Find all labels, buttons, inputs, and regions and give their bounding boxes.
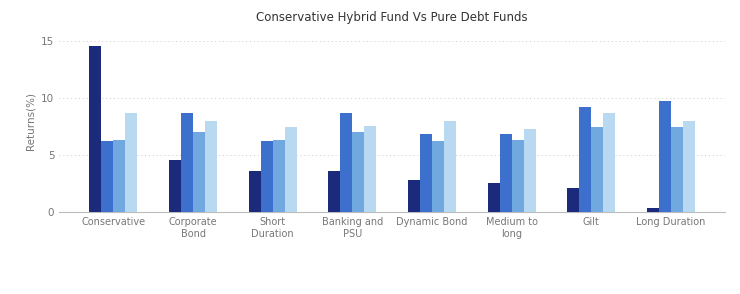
- Bar: [579, 107, 591, 212]
- Bar: [340, 113, 352, 212]
- Bar: [603, 113, 615, 212]
- Bar: [671, 127, 683, 212]
- Bar: [352, 132, 364, 212]
- Bar: [249, 171, 260, 212]
- Bar: [169, 161, 181, 212]
- Bar: [113, 140, 125, 212]
- Bar: [568, 188, 579, 212]
- Bar: [659, 101, 671, 212]
- Bar: [273, 140, 285, 212]
- Bar: [500, 134, 511, 212]
- Bar: [260, 141, 273, 212]
- Bar: [101, 141, 113, 212]
- Title: Conservative Hybrid Fund Vs Pure Debt Funds: Conservative Hybrid Fund Vs Pure Debt Fu…: [256, 11, 528, 24]
- Bar: [205, 121, 217, 212]
- Y-axis label: Returns(%): Returns(%): [26, 91, 36, 150]
- Bar: [488, 183, 500, 212]
- Bar: [90, 46, 101, 212]
- Bar: [408, 180, 420, 212]
- Bar: [420, 134, 432, 212]
- Bar: [444, 121, 456, 212]
- Bar: [647, 208, 659, 212]
- Bar: [125, 113, 138, 212]
- Bar: [591, 127, 603, 212]
- Bar: [193, 132, 205, 212]
- Bar: [285, 127, 297, 212]
- Bar: [511, 140, 524, 212]
- Bar: [683, 121, 695, 212]
- Bar: [364, 126, 376, 212]
- Bar: [432, 141, 444, 212]
- Bar: [524, 128, 536, 212]
- Bar: [329, 171, 340, 212]
- Bar: [181, 113, 193, 212]
